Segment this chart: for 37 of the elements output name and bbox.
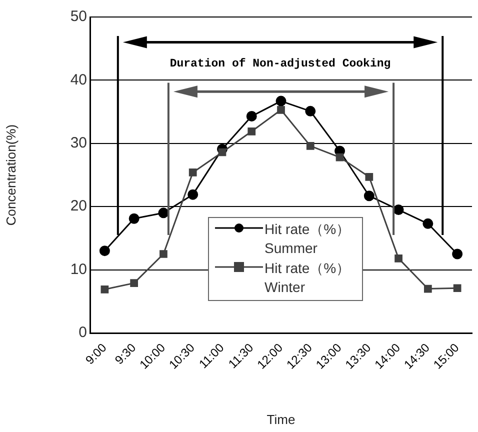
point bbox=[394, 254, 402, 262]
point bbox=[248, 127, 256, 136]
point bbox=[424, 284, 432, 293]
x-axis-title: Time bbox=[266, 412, 296, 427]
point bbox=[188, 189, 198, 200]
point bbox=[422, 218, 434, 229]
point bbox=[336, 153, 344, 162]
point bbox=[277, 106, 285, 114]
y-tick-label: 10 bbox=[70, 260, 87, 278]
y-tick-label: 0 bbox=[78, 324, 87, 342]
legend-label: Hit rate（%） Summer bbox=[264, 220, 352, 258]
point bbox=[393, 204, 404, 216]
point bbox=[452, 248, 463, 260]
point bbox=[306, 142, 314, 150]
point bbox=[128, 213, 140, 224]
legend-label: Hit rate（%） Winter bbox=[264, 259, 352, 298]
x-tick-label: 9:00 bbox=[82, 340, 110, 368]
point bbox=[218, 148, 226, 156]
point bbox=[276, 96, 286, 106]
point bbox=[365, 172, 374, 181]
y-tick-label: 40 bbox=[70, 71, 87, 88]
x-tick-label: 9:30 bbox=[112, 340, 139, 368]
point bbox=[130, 279, 138, 288]
point bbox=[99, 246, 110, 256]
y-axis-title: Concentration(%) bbox=[3, 124, 18, 226]
point bbox=[160, 250, 168, 258]
point bbox=[158, 208, 169, 218]
y-tick-label: 20 bbox=[70, 198, 87, 215]
point bbox=[453, 284, 462, 292]
point bbox=[100, 285, 109, 294]
point bbox=[188, 168, 197, 176]
y-tick-label: 50 bbox=[70, 8, 87, 26]
point bbox=[305, 106, 316, 116]
point bbox=[364, 190, 374, 202]
point bbox=[246, 110, 257, 122]
y-tick-label: 30 bbox=[70, 134, 87, 152]
annotation: Duration of Non-adjusted Cooking bbox=[170, 57, 391, 70]
